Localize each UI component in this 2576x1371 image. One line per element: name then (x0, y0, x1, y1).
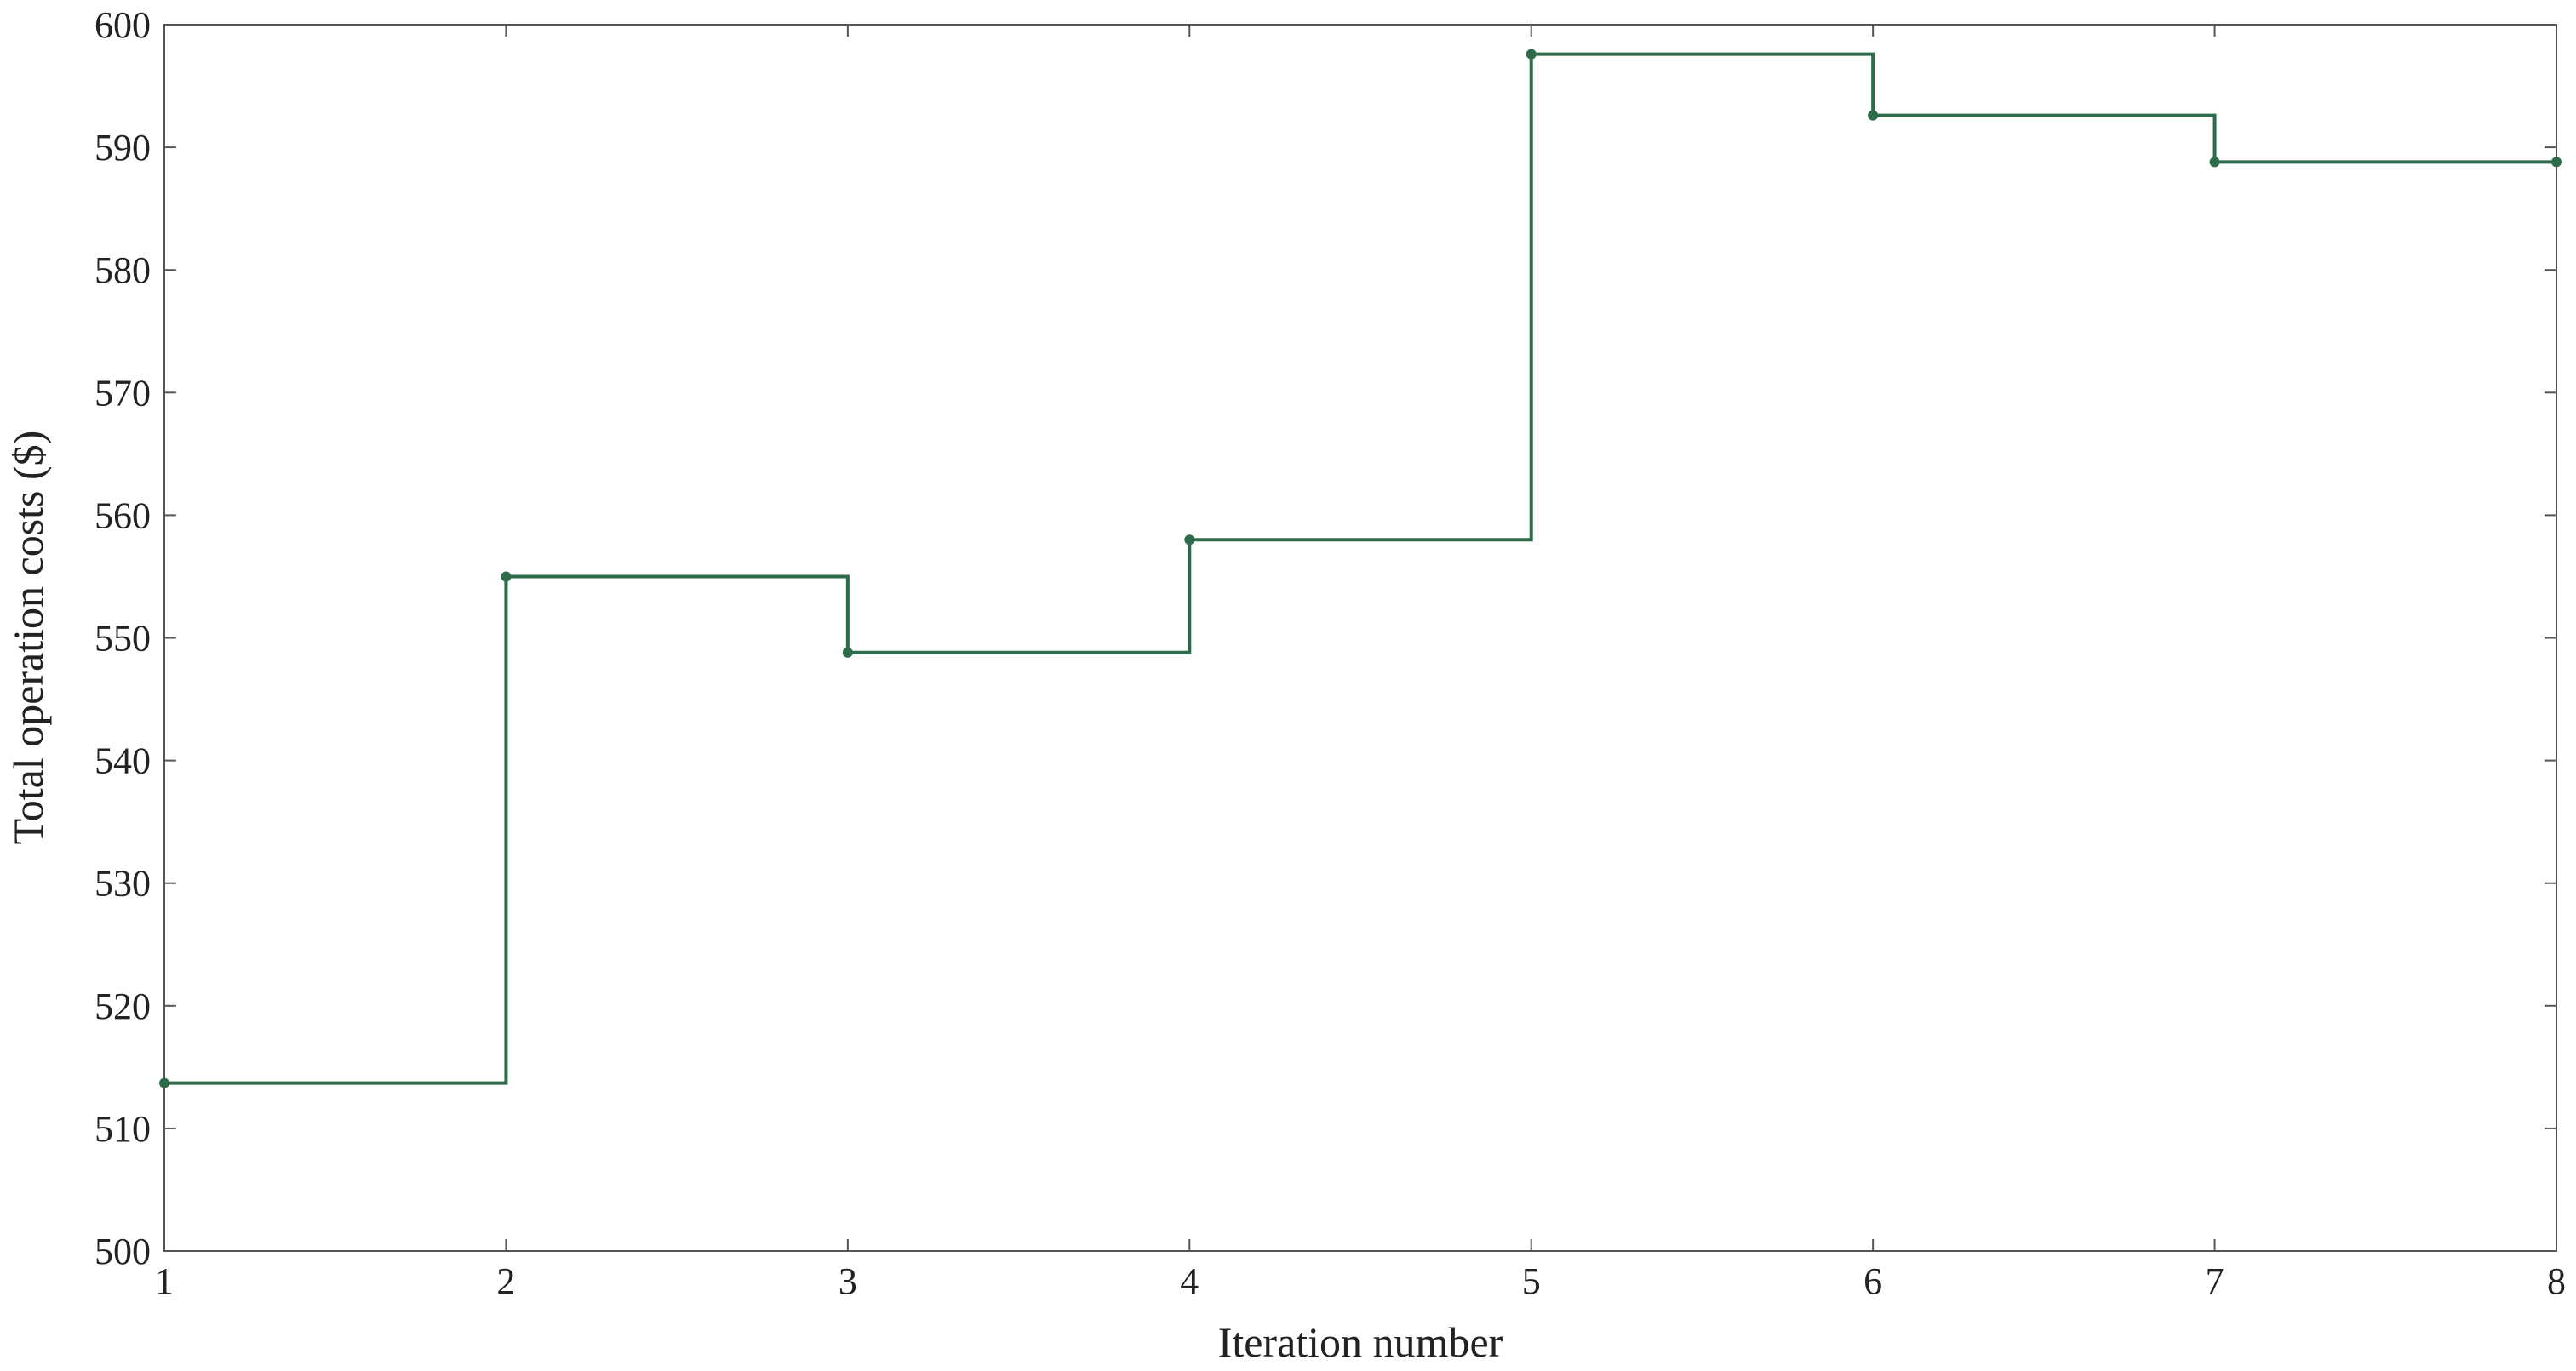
data-point (2551, 157, 2562, 168)
y-tick-label: 500 (94, 1231, 151, 1272)
x-axis-ticks: 1 2 3 4 5 6 7 8 (155, 25, 2566, 1302)
y-tick-label: 590 (94, 127, 151, 169)
y-tick-label: 600 (94, 4, 151, 46)
x-tick-label: 6 (1863, 1260, 1882, 1302)
y-tick-label: 570 (94, 372, 151, 414)
x-tick-label: 8 (2547, 1260, 2566, 1302)
series-layer (159, 49, 2562, 1088)
data-point (159, 1077, 169, 1088)
y-tick-label: 530 (94, 863, 151, 905)
data-point (501, 571, 512, 582)
plot-frame (163, 24, 2557, 1252)
y-tick-label: 560 (94, 494, 151, 536)
x-tick-label: 2 (496, 1260, 515, 1302)
x-tick-label: 5 (1522, 1260, 1541, 1302)
y-tick-label: 540 (94, 740, 151, 782)
data-point (842, 647, 853, 658)
y-tick-label: 510 (94, 1108, 151, 1150)
x-tick-label: 3 (839, 1260, 857, 1302)
y-tick-label: 580 (94, 249, 151, 291)
data-point (1868, 110, 1879, 121)
y-axis-ticks: 500 510 520 530 540 550 560 570 580 590 600 (94, 4, 2556, 1272)
y-tick-label: 550 (94, 618, 151, 660)
y-axis-label: Total operation costs ($) (4, 431, 52, 845)
data-point (1184, 534, 1195, 546)
x-tick-label: 4 (1180, 1260, 1199, 1302)
data-point (2209, 157, 2220, 168)
series-step-line (164, 52, 2556, 1085)
x-tick-label: 7 (2206, 1260, 2224, 1302)
data-point (1526, 49, 1537, 60)
x-axis-label: Iteration number (1218, 1318, 1503, 1366)
y-tick-label: 520 (94, 985, 151, 1027)
x-tick-label: 1 (155, 1260, 174, 1302)
